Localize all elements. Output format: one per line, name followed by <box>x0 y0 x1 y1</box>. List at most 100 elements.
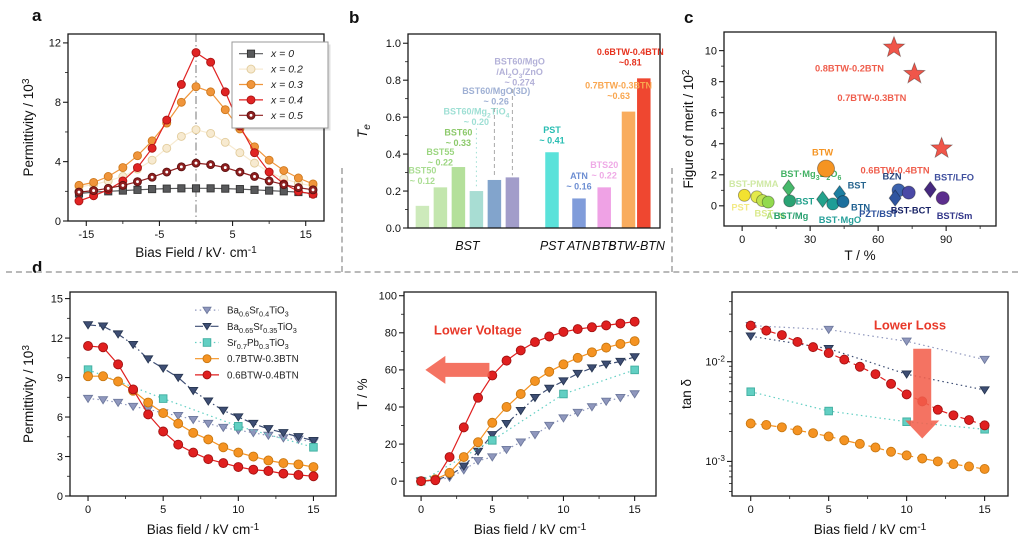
svg-text:PST: PST <box>731 202 749 212</box>
panel-a-permittivity-vs-bias-chart: -15 -5 5 15 0 4 8 12 Bias Field / kV· cm-1 Permit… <box>21 33 331 260</box>
svg-text:Te: Te <box>355 124 373 138</box>
svg-text:15: 15 <box>307 504 319 516</box>
svg-text:0.6: 0.6 <box>386 112 401 124</box>
svg-text:0: 0 <box>739 234 745 246</box>
svg-text:BST: BST <box>848 181 867 191</box>
svg-text:BZN: BZN <box>883 171 902 181</box>
svg-text:0: 0 <box>418 504 424 516</box>
svg-text:~ 0.26: ~ 0.26 <box>484 97 509 107</box>
svg-text:0: 0 <box>85 504 91 516</box>
svg-text:T / %: T / % <box>844 248 875 263</box>
svg-text:BTN: BTN <box>851 203 870 213</box>
svg-text:0: 0 <box>711 201 717 213</box>
svg-text:PST: PST <box>540 239 566 253</box>
svg-text:60: 60 <box>872 234 884 246</box>
svg-text:Figure of merit / 102: Figure of merit / 102 <box>681 69 696 188</box>
svg-text:0: 0 <box>748 504 754 516</box>
svg-text:BST/LFO: BST/LFO <box>934 173 974 183</box>
svg-text:5: 5 <box>826 504 832 516</box>
svg-text:~ 0.22: ~ 0.22 <box>428 158 453 168</box>
svg-text:x = 0.4: x = 0.4 <box>270 94 303 106</box>
svg-text:40: 40 <box>385 402 397 414</box>
svg-text:Bias Field / kV· cm-1: Bias Field / kV· cm-1 <box>135 245 257 260</box>
svg-text:15: 15 <box>629 504 641 516</box>
svg-text:BTW-BTN: BTW-BTN <box>608 239 666 253</box>
svg-text:Lower Loss: Lower Loss <box>874 318 946 333</box>
svg-text:T / %: T / % <box>355 378 370 409</box>
svg-text:10: 10 <box>901 504 913 516</box>
svg-text:Bias field / kV cm-1: Bias field / kV cm-1 <box>147 522 260 537</box>
svg-text:x = 0.3: x = 0.3 <box>270 79 303 91</box>
svg-text:5: 5 <box>489 504 495 516</box>
svg-text:0.8BTW-0.2BTN: 0.8BTW-0.2BTN <box>815 64 884 74</box>
svg-text:20: 20 <box>385 439 397 451</box>
svg-text:10-3: 10-3 <box>705 454 725 468</box>
panel-label-d: d <box>32 258 43 277</box>
svg-text:ATN: ATN <box>570 171 588 181</box>
svg-text:x = 0: x = 0 <box>270 48 294 60</box>
svg-text:4: 4 <box>55 156 61 168</box>
svg-text:~ 0.33: ~ 0.33 <box>446 138 471 148</box>
svg-text:10: 10 <box>705 45 717 57</box>
svg-text:BST55: BST55 <box>426 147 454 157</box>
svg-text:PST: PST <box>543 125 561 135</box>
svg-text:~0.63: ~0.63 <box>607 91 630 101</box>
svg-text:BST/Sm: BST/Sm <box>937 211 973 221</box>
svg-text:0.0: 0.0 <box>386 223 401 235</box>
svg-text:Bias field / kV cm-1: Bias field / kV cm-1 <box>474 522 587 537</box>
svg-text:BTS20: BTS20 <box>590 160 618 170</box>
svg-text:BST·MgO: BST·MgO <box>819 215 861 225</box>
svg-text:BST: BST <box>455 239 481 253</box>
panel-divider-horizontal <box>6 271 1018 273</box>
svg-text:2: 2 <box>711 170 717 182</box>
svg-text:-15: -15 <box>78 229 94 241</box>
svg-text:BST-BCT: BST-BCT <box>891 206 932 216</box>
svg-text:9: 9 <box>57 372 63 384</box>
svg-text:0.6BTW-0.4BTN: 0.6BTW-0.4BTN <box>597 47 664 57</box>
panel-d-permittivity-chart: 0 5 10 15 0 3 6 9 12 15 Bias field / kV cm-1 Permit… <box>21 291 337 537</box>
svg-text:15: 15 <box>978 504 990 516</box>
svg-text:12: 12 <box>51 333 63 345</box>
svg-text:Permittivity / 103: Permittivity / 103 <box>21 78 36 176</box>
svg-text:~ 0.12: ~ 0.12 <box>410 176 435 186</box>
svg-text:90: 90 <box>940 234 952 246</box>
svg-text:0.6BTW-0.4BTN: 0.6BTW-0.4BTN <box>227 370 299 381</box>
svg-text:BST/Mg: BST/Mg <box>774 211 809 221</box>
svg-text:BST: BST <box>755 209 774 219</box>
svg-text:100: 100 <box>379 291 397 303</box>
svg-text:Ba0.6Sr0.4TiO3: Ba0.6Sr0.4TiO3 <box>227 306 289 319</box>
svg-text:Lower Voltage: Lower Voltage <box>434 323 522 338</box>
svg-text:PZT/BST: PZT/BST <box>859 209 898 219</box>
svg-text:BST60: BST60 <box>444 128 472 138</box>
svg-text:BST60/MgO: BST60/MgO <box>494 56 545 66</box>
svg-text:0.7BTW-0.3BTN: 0.7BTW-0.3BTN <box>585 81 652 91</box>
svg-text:BST60/MgO(3D): BST60/MgO(3D) <box>462 86 530 96</box>
svg-text:BST50: BST50 <box>408 165 436 175</box>
panel-label-c: c <box>684 8 694 27</box>
svg-text:0.4: 0.4 <box>386 149 401 161</box>
svg-text:8: 8 <box>711 76 717 88</box>
svg-text:Ba0.65Sr0.35TiO3: Ba0.65Sr0.35TiO3 <box>227 322 297 335</box>
svg-text:~0.81: ~0.81 <box>619 58 642 68</box>
svg-text:0.2: 0.2 <box>386 186 401 198</box>
svg-text:-5: -5 <box>155 229 165 241</box>
svg-text:0.7BTW-0.3BTN: 0.7BTW-0.3BTN <box>837 93 906 103</box>
svg-text:~ 0.22: ~ 0.22 <box>592 170 617 180</box>
svg-text:tan δ: tan δ <box>679 379 694 409</box>
svg-text:~ 0.16: ~ 0.16 <box>566 182 591 192</box>
svg-text:6: 6 <box>711 108 717 120</box>
svg-text:Sr0.7Pb0.3TiO3: Sr0.7Pb0.3TiO3 <box>227 338 289 351</box>
svg-text:BST60/Mg2TiO4: BST60/Mg2TiO4 <box>443 106 509 119</box>
svg-text:30: 30 <box>804 234 816 246</box>
svg-text:~ 0.41: ~ 0.41 <box>539 135 564 145</box>
svg-text:ATN: ATN <box>566 239 592 253</box>
svg-text:10: 10 <box>232 504 244 516</box>
svg-text:BTS: BTS <box>592 239 617 253</box>
panel-label-b: b <box>349 8 360 27</box>
svg-text:0.6BTW-0.4BTN: 0.6BTW-0.4BTN <box>861 165 930 175</box>
svg-text:5: 5 <box>160 504 166 516</box>
svg-text:60: 60 <box>385 365 397 377</box>
svg-text:0.8: 0.8 <box>386 75 401 87</box>
panel-label-a: a <box>32 6 42 25</box>
